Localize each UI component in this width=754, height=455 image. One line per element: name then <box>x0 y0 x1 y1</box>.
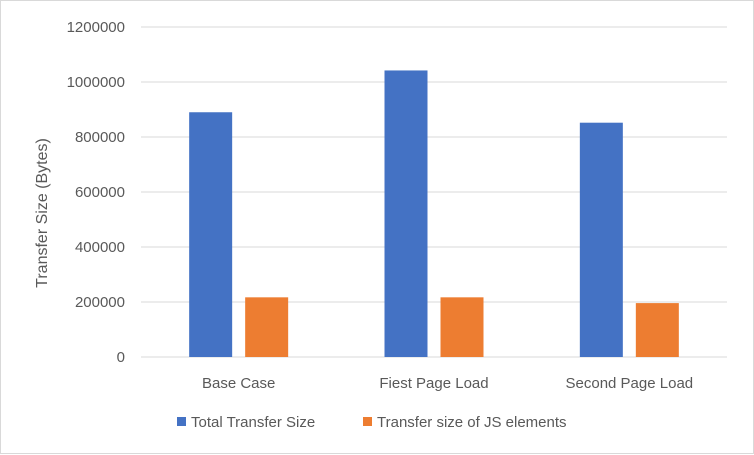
bar <box>635 303 679 357</box>
y-axis-ticks: 0 200000 400000 600000 800000 1000000 1200000 <box>67 19 125 366</box>
y-axis-title: Transfer Size (Bytes) <box>34 138 51 288</box>
legend-label: Total Transfer Size <box>191 414 315 431</box>
legend-label: Transfer size of JS elements <box>377 414 567 431</box>
legend-swatch <box>177 417 186 426</box>
x-tick-label: Fiest Page Load <box>379 375 488 392</box>
y-tick-label: 800000 <box>75 129 125 146</box>
y-tick-label: 1200000 <box>67 19 125 36</box>
y-tick-label: 0 <box>117 349 125 366</box>
y-tick-label: 400000 <box>75 239 125 256</box>
bar <box>189 112 233 357</box>
x-axis-ticks: Base Case Fiest Page Load Second Page Load <box>202 375 693 392</box>
bar <box>245 297 289 357</box>
y-tick-label: 1000000 <box>67 74 125 91</box>
y-tick-label: 600000 <box>75 184 125 201</box>
bar <box>384 70 428 357</box>
legend: Total Transfer Size Transfer size of JS e… <box>177 414 567 431</box>
y-tick-label: 200000 <box>75 294 125 311</box>
x-tick-label: Base Case <box>202 375 275 392</box>
legend-swatch <box>363 417 372 426</box>
bar <box>440 297 484 357</box>
gridlines <box>141 26 727 358</box>
bars <box>189 70 679 357</box>
bar <box>579 122 623 357</box>
x-tick-label: Second Page Load <box>566 375 694 392</box>
